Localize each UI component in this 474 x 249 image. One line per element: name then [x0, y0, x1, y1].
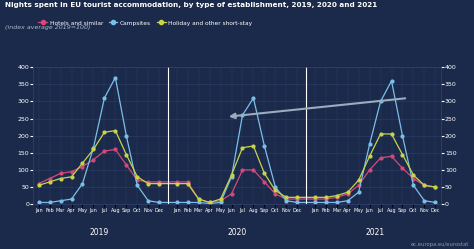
- Text: Nights spent in EU tourist accommodation, by type of establishment, 2019, 2020 a: Nights spent in EU tourist accommodation…: [5, 2, 377, 8]
- Text: 2019: 2019: [89, 228, 109, 237]
- Legend: Hotels and similar, Campsites, Holiday and other short-stay: Hotels and similar, Campsites, Holiday a…: [36, 18, 255, 28]
- Text: 2021: 2021: [365, 228, 384, 237]
- Text: (index average 2019=100): (index average 2019=100): [5, 25, 90, 30]
- Text: 2020: 2020: [228, 228, 246, 237]
- Text: ec.europa.eu/eurostat: ec.europa.eu/eurostat: [411, 242, 469, 247]
